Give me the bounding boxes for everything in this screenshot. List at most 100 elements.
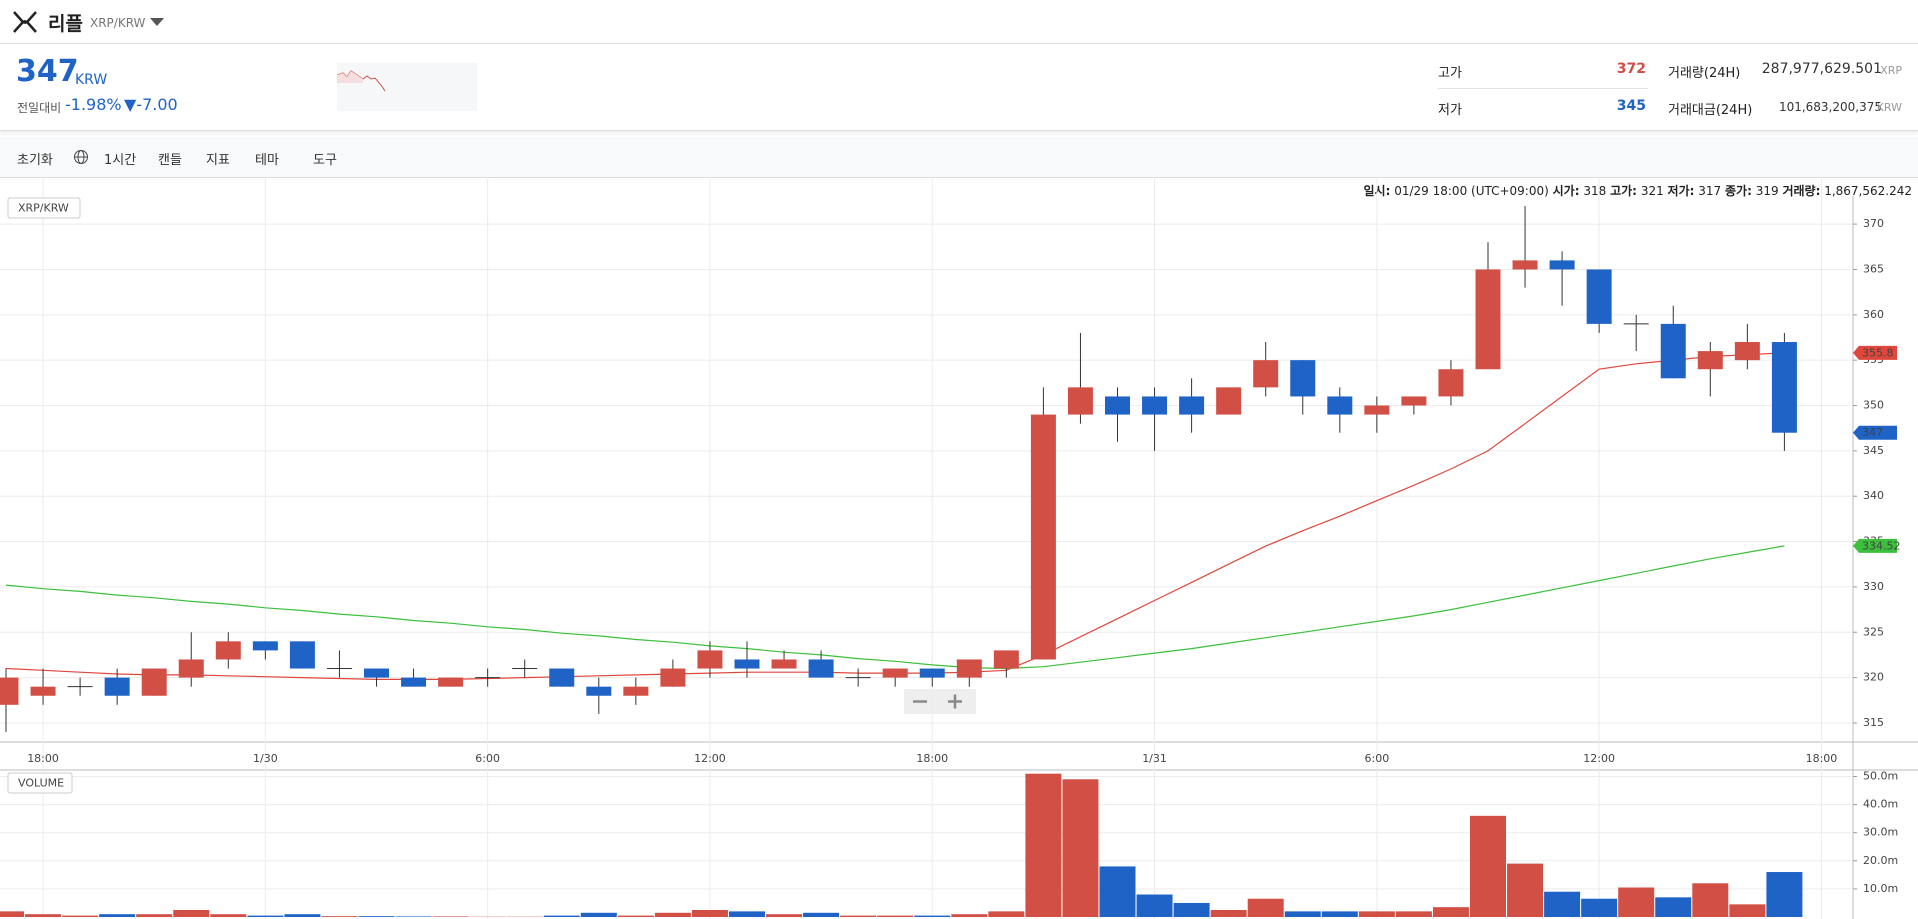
volume-bar bbox=[580, 912, 617, 917]
volume-bar bbox=[1470, 815, 1506, 917]
tooltip-label: 거래량: bbox=[1782, 184, 1821, 198]
theme-button[interactable]: 테마 bbox=[255, 153, 279, 168]
x-tick-label: 12:00 bbox=[694, 752, 726, 765]
amount-unit: KRW bbox=[1876, 101, 1902, 114]
volume-bar bbox=[395, 916, 432, 917]
pair[interactable]: XRP/KRW bbox=[90, 16, 146, 30]
volume-bar bbox=[654, 912, 691, 917]
candle-body bbox=[586, 686, 612, 696]
summary: 347 KRW 전일대비 -1.98% ▼-7.00 고가 372 저가 345… bbox=[0, 44, 1918, 131]
amount-label: 거래대금(24H) bbox=[1668, 103, 1753, 118]
x-tick-label: 18:00 bbox=[916, 752, 948, 765]
volume: 287,977,629.501 bbox=[1761, 61, 1882, 77]
divider bbox=[1438, 88, 1648, 89]
dropdown-caret[interactable] bbox=[150, 18, 164, 27]
candle-body bbox=[808, 659, 834, 678]
volume-bar bbox=[1655, 897, 1692, 917]
candle-body bbox=[1290, 360, 1316, 397]
candle-body bbox=[549, 668, 575, 687]
tooltip-value: 318 bbox=[1583, 184, 1607, 198]
y-tick-label: 10.0m bbox=[1863, 882, 1898, 895]
volume-bar bbox=[1099, 866, 1136, 917]
coin-name: 리플 bbox=[48, 13, 83, 35]
volume-bar bbox=[1062, 779, 1099, 917]
volume-bar bbox=[1358, 911, 1395, 917]
moving-average bbox=[5, 352, 1785, 680]
legend-box bbox=[7, 772, 73, 794]
low-label: 저가 bbox=[1438, 103, 1462, 118]
y-tick-label: 30.0m bbox=[1863, 826, 1898, 839]
tooltip-label: 종가: bbox=[1725, 184, 1752, 198]
y-tick-label: 330 bbox=[1863, 580, 1884, 593]
tooltip-value: 01/29 18:00 (UTC+09:00) bbox=[1394, 184, 1549, 198]
tools-button[interactable]: 도구 bbox=[313, 153, 337, 168]
tooltip-value: 1,867,562.242 bbox=[1824, 184, 1912, 198]
candle-body bbox=[30, 686, 56, 696]
volume-bar bbox=[617, 915, 654, 917]
x-tick-label: 12:00 bbox=[1583, 752, 1615, 765]
volume-bar bbox=[0, 911, 24, 917]
candle-body bbox=[1697, 351, 1723, 370]
y-tick-label: 50.0m bbox=[1863, 769, 1898, 782]
y-tick-label: 325 bbox=[1863, 625, 1884, 638]
candle-body bbox=[178, 659, 204, 678]
volume-bar bbox=[1321, 911, 1358, 917]
volume-bar bbox=[136, 914, 173, 917]
price-tag bbox=[1853, 538, 1897, 553]
candle-body bbox=[401, 677, 427, 687]
volume-bar bbox=[1766, 872, 1803, 917]
change-rate: -1.98% bbox=[65, 95, 122, 114]
volume-bar bbox=[432, 916, 469, 917]
change: ▼-7.00 bbox=[124, 95, 178, 114]
volume-unit: XRP bbox=[1880, 64, 1902, 77]
volume-bar bbox=[25, 914, 62, 917]
price-tag-label: 334.52 bbox=[1862, 539, 1901, 552]
tooltip-label: 저가: bbox=[1667, 184, 1695, 198]
candle-body bbox=[1475, 269, 1501, 370]
y-tick-label: 320 bbox=[1863, 671, 1884, 684]
candle-body bbox=[1030, 414, 1056, 660]
chart: 31532032533033534034535035536036537018:0… bbox=[0, 177, 1918, 919]
volume-bar bbox=[1247, 898, 1284, 917]
volume-bar bbox=[1432, 907, 1469, 917]
interval-button[interactable]: 1시간 bbox=[104, 153, 137, 168]
y-tick-label: 360 bbox=[1863, 308, 1884, 321]
y-tick-label: 345 bbox=[1863, 444, 1884, 457]
candle-body bbox=[1253, 360, 1279, 388]
candle-body bbox=[1067, 387, 1093, 415]
volume-bar bbox=[247, 915, 284, 917]
globe-button[interactable] bbox=[73, 149, 89, 165]
volume-bar bbox=[1729, 904, 1766, 917]
volume-bar bbox=[914, 915, 951, 917]
candle-body bbox=[660, 668, 686, 687]
indicator-button[interactable]: 지표 bbox=[206, 153, 230, 168]
volume-bar bbox=[803, 912, 840, 917]
volume-bar bbox=[951, 914, 988, 917]
zoom-in[interactable] bbox=[948, 694, 962, 709]
reset-button[interactable]: 초기화 bbox=[17, 153, 53, 168]
price-tag-label: 355.8 bbox=[1862, 346, 1894, 359]
y-tick-label: 365 bbox=[1863, 262, 1884, 275]
candle-body bbox=[438, 677, 464, 687]
candle-body bbox=[1771, 342, 1797, 433]
price: 347 bbox=[16, 54, 79, 89]
candle-body bbox=[1586, 269, 1612, 324]
candle-body bbox=[141, 668, 167, 696]
candle-body bbox=[104, 677, 130, 696]
candle-body bbox=[1438, 369, 1464, 397]
candle-body bbox=[1401, 396, 1427, 406]
tooltip-value: 319 bbox=[1755, 184, 1779, 198]
candle-body bbox=[1327, 396, 1353, 415]
candle-body bbox=[919, 668, 945, 678]
volume-bar bbox=[62, 915, 99, 917]
tooltip-value: 321 bbox=[1640, 184, 1664, 198]
volume-bar bbox=[691, 909, 728, 917]
price-tag bbox=[1853, 345, 1897, 360]
volume-bar bbox=[1507, 863, 1544, 917]
volume-bar bbox=[1025, 773, 1062, 917]
candle-body bbox=[697, 650, 723, 669]
candle-body bbox=[364, 668, 389, 678]
chart-type-button[interactable]: 캔들 bbox=[158, 153, 182, 168]
volume-label: 거래량(24H) bbox=[1668, 66, 1741, 81]
